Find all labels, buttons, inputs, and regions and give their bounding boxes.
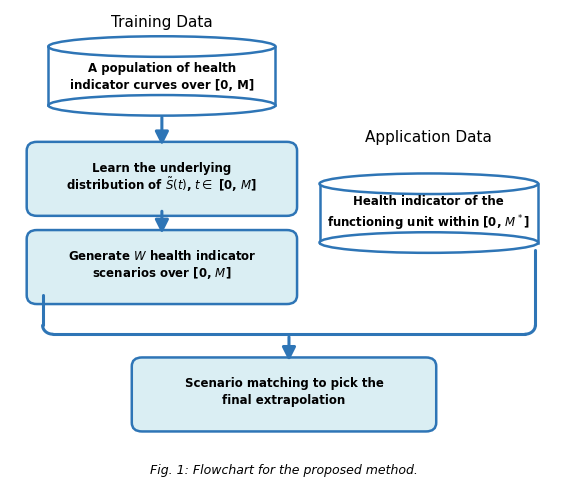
Text: Health indicator of the
functioning unit within [0, $M^*$]: Health indicator of the functioning unit…	[328, 195, 530, 233]
Text: Generate $W$ health indicator: Generate $W$ health indicator	[68, 249, 256, 263]
FancyBboxPatch shape	[27, 142, 297, 216]
Text: scenarios over [0, $M$]: scenarios over [0, $M$]	[92, 265, 232, 281]
Text: final extrapolation: final extrapolation	[223, 394, 345, 407]
Ellipse shape	[319, 173, 538, 194]
FancyBboxPatch shape	[27, 230, 297, 304]
Text: Learn the underlying: Learn the underlying	[92, 162, 232, 174]
Bar	[48, 47, 275, 105]
Ellipse shape	[48, 36, 275, 57]
Text: Training Data: Training Data	[111, 15, 213, 29]
Bar	[319, 184, 538, 243]
Text: Fig. 1: Flowchart for the proposed method.: Fig. 1: Flowchart for the proposed metho…	[150, 464, 418, 477]
Text: Application Data: Application Data	[365, 130, 492, 145]
Ellipse shape	[48, 95, 275, 116]
Text: A population of health
indicator curves over [0, M]: A population of health indicator curves …	[70, 62, 254, 92]
Text: distribution of $\tilde{S}(t)$, $t \in$ [0, $M$]: distribution of $\tilde{S}(t)$, $t \in$ …	[66, 175, 257, 194]
Ellipse shape	[319, 232, 538, 253]
Text: Scenario matching to pick the: Scenario matching to pick the	[185, 377, 383, 390]
FancyBboxPatch shape	[132, 358, 436, 431]
